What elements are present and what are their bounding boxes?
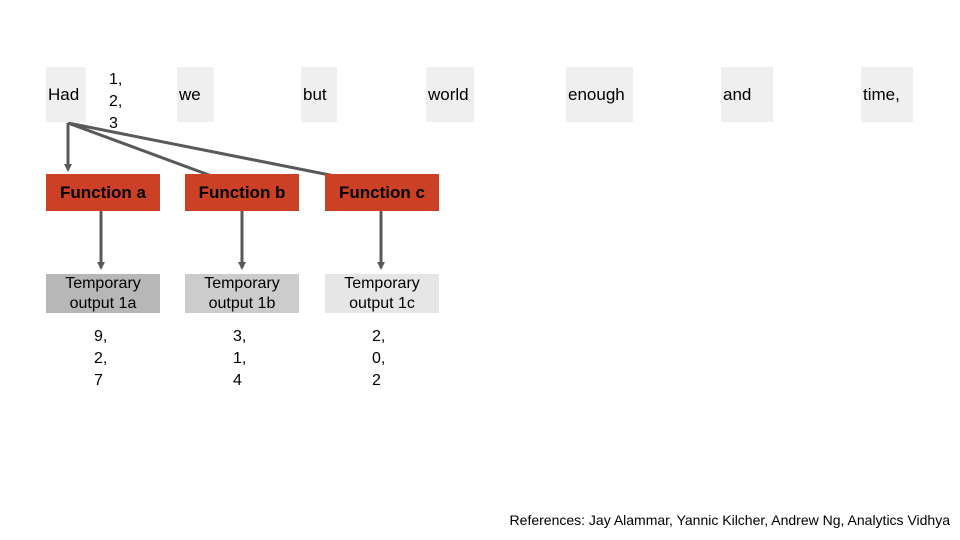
word-token: world [426,67,474,122]
word-token: Had [46,67,86,122]
word-token: enough [566,67,633,122]
word-label: but [303,85,327,104]
output-vector-1a: 9, 2, 7 [94,328,108,389]
output-vector-1c: 2, 0, 2 [372,328,386,389]
function-label: Function a [60,182,146,202]
word-label: we [179,85,201,104]
word-token: time, [861,67,913,122]
function-label: Function b [198,182,286,202]
output-vector-1b: 3, 1, 4 [233,328,247,389]
word-label: and [723,85,752,104]
word-label: Had [48,85,80,104]
word-token: and [721,67,773,122]
function-a-box: Function a [46,174,160,211]
function-label: Function c [339,182,425,202]
temporary-output-label: Temporary output 1a [65,274,141,312]
word-label: enough [568,85,625,104]
function-c-box: Function c [325,174,439,211]
temporary-output-label: Temporary output 1b [204,274,280,312]
word-token: we [177,67,214,122]
temporary-output-label: Temporary output 1c [344,274,420,312]
word-token: but [301,67,337,122]
references-text: References: Jay Alammar, Yannic Kilcher,… [509,512,950,528]
temporary-output-1c: Temporary output 1c [325,274,439,313]
input-vector: 1, 2, 3 [109,71,123,132]
temporary-output-1b: Temporary output 1b [185,274,299,313]
function-b-box: Function b [185,174,299,211]
temporary-output-1a: Temporary output 1a [46,274,160,313]
word-label: world [428,85,469,104]
word-label: time, [863,85,900,104]
